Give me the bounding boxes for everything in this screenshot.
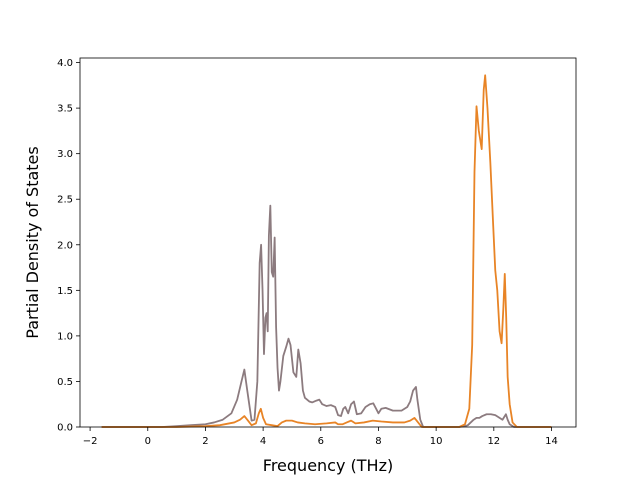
series-line-2	[101, 74, 552, 428]
y-tick-label: 1.0	[57, 331, 73, 342]
y-axis-ticks: 0.0 0.5 1.0 1.5 2.0 2.5 3.0 3.5 4.0	[57, 58, 80, 434]
x-tick-label: 10	[430, 436, 443, 447]
x-tick-label: 0	[145, 436, 151, 447]
axes-frame	[79, 57, 577, 428]
y-axis-label: Partial Density of States	[23, 146, 42, 338]
x-tick-label: 14	[545, 436, 558, 447]
x-tick-label: 6	[318, 436, 324, 447]
x-axis-ticks: −2 0 2 4 6 8 10 12 14	[83, 427, 558, 447]
x-tick-label: −2	[83, 436, 98, 447]
x-tick-label: 8	[375, 436, 381, 447]
y-tick-label: 3.0	[57, 149, 73, 160]
y-tick-label: 2.5	[57, 195, 73, 206]
y-tick-label: 3.5	[57, 104, 73, 115]
y-tick-label: 4.0	[57, 58, 73, 69]
x-tick-label: 4	[260, 436, 266, 447]
y-tick-label: 1.5	[57, 286, 73, 297]
y-tick-label: 0.5	[57, 377, 73, 388]
x-axis-label: Frequency (THz)	[263, 456, 393, 475]
series-layer	[101, 74, 552, 428]
y-tick-label: 0.0	[57, 423, 73, 434]
y-tick-label: 2.0	[57, 240, 73, 251]
x-tick-label: 12	[487, 436, 500, 447]
x-tick-label: 2	[202, 436, 208, 447]
series-line-1	[101, 204, 552, 428]
